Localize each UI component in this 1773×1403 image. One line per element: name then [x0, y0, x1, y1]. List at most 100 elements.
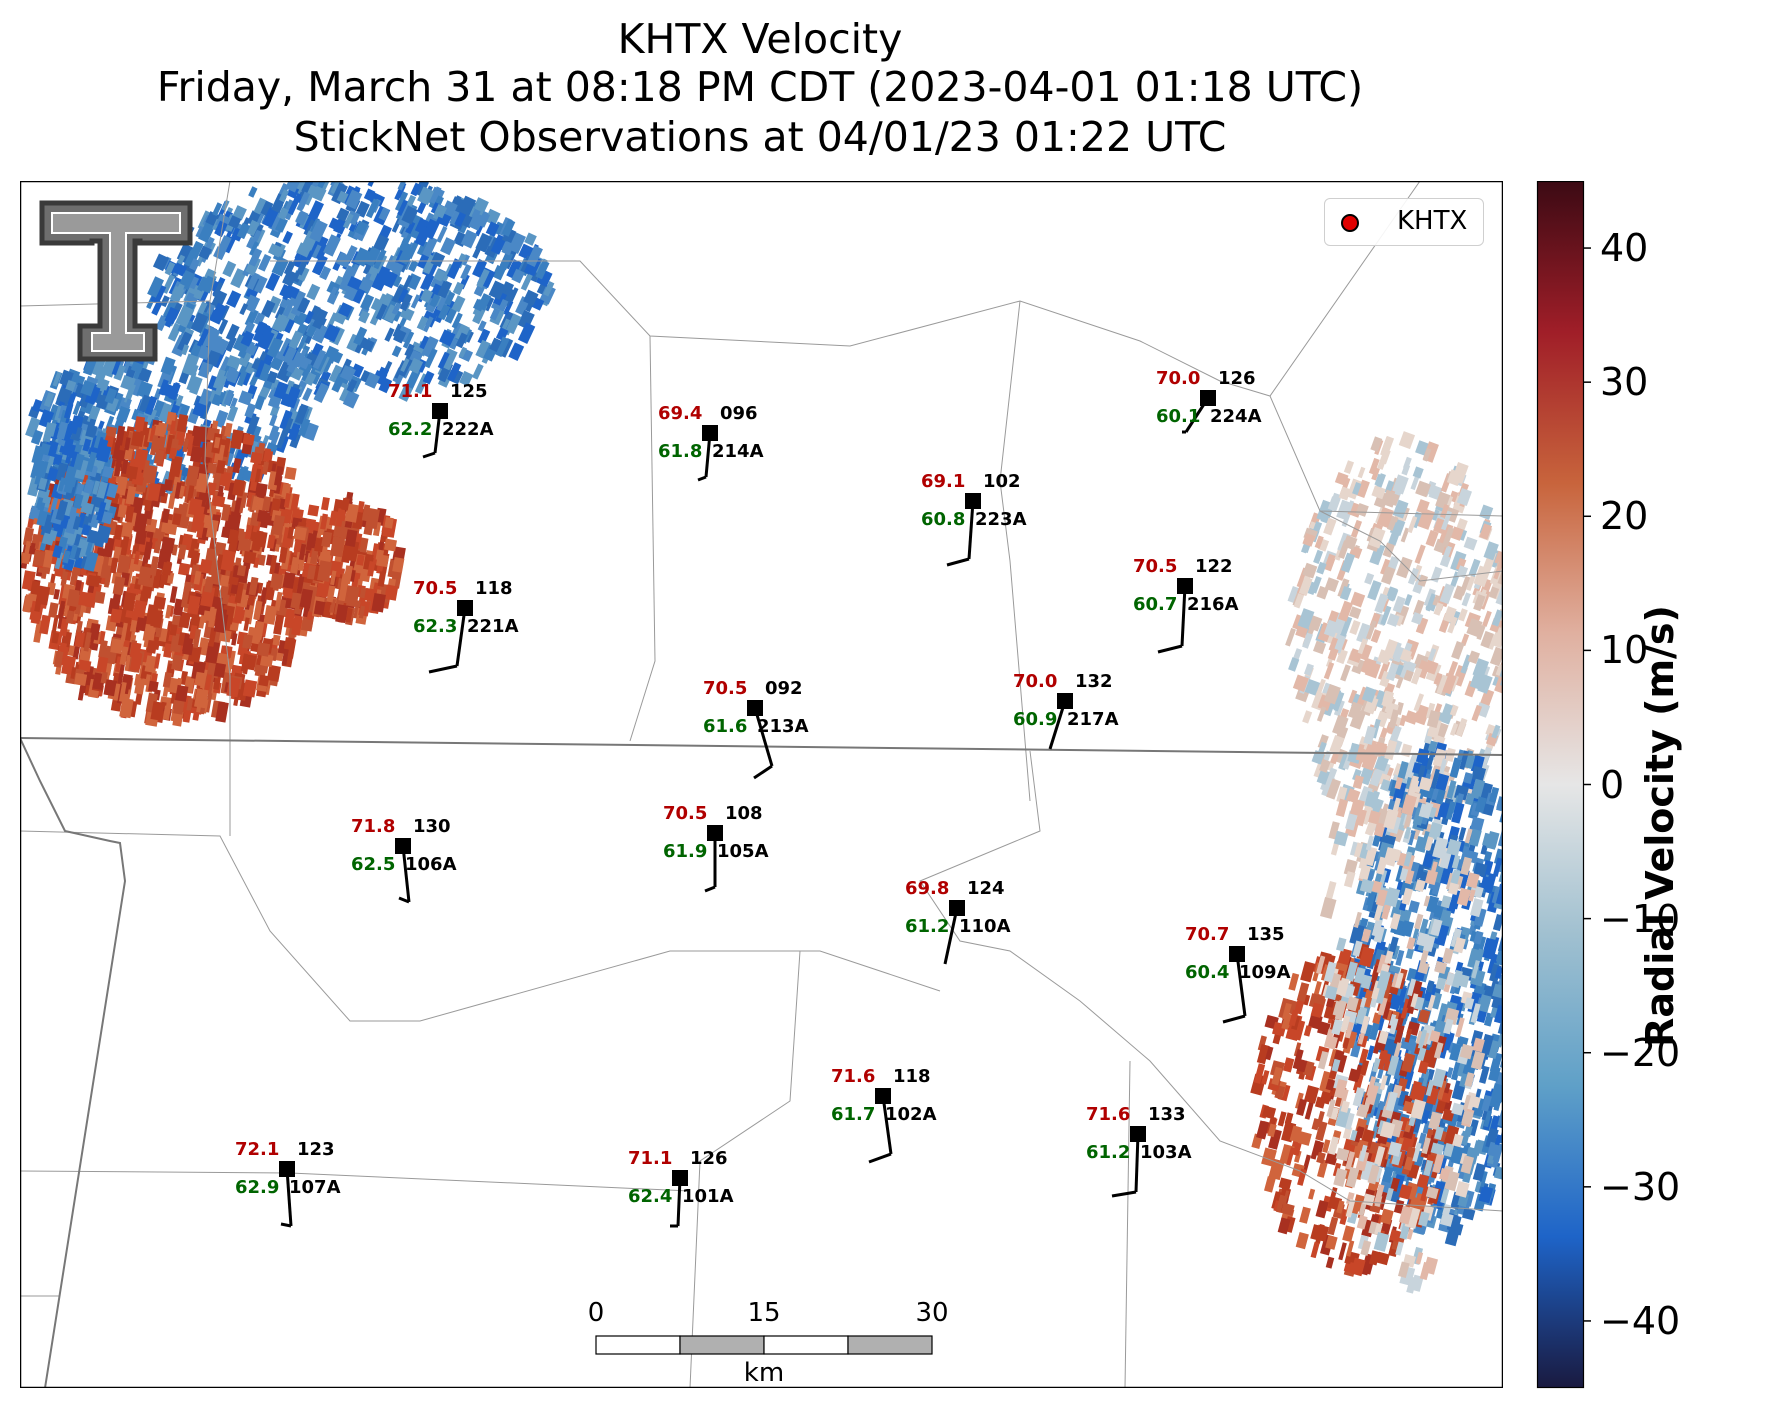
radar-gate	[444, 307, 458, 324]
map-legend: KHTX	[1324, 198, 1484, 246]
velocity-colorbar	[1536, 181, 1591, 1389]
radar-gate	[266, 370, 278, 384]
radar-gate	[505, 313, 522, 335]
station-dewpoint: 62.2	[388, 419, 432, 440]
radar-gate	[331, 372, 346, 393]
radar-gate	[1482, 610, 1492, 627]
colorbar-ticks	[1584, 247, 1591, 1322]
radar-gate	[384, 538, 397, 552]
sticknet-stations: 71.1 125 62.2 222A 69.4 096 61.8 214A 70.0 126 60.…	[235, 368, 1291, 1228]
station-214A: 69.4 096 61.8 214A	[658, 403, 764, 482]
station-221A: 70.5 118 62.3 221A	[413, 578, 519, 674]
radar-gate	[408, 357, 424, 374]
radar-gate	[342, 390, 360, 409]
station-id: 101A	[682, 1186, 734, 1207]
radar-gate	[270, 378, 280, 392]
radar-gate	[252, 274, 268, 294]
radar-gate	[1342, 1225, 1355, 1243]
station-103A: 71.6 133 61.2 103A	[1086, 1104, 1192, 1198]
station-dewpoint: 61.2	[905, 916, 949, 937]
station-dewpoint: 60.4	[1185, 962, 1229, 983]
radar-gate	[338, 302, 353, 318]
scale-bar	[595, 1335, 933, 1355]
radar-gate	[391, 302, 402, 316]
station-id: 102A	[885, 1104, 937, 1125]
scale-segment	[595, 1335, 681, 1355]
station-id: 105A	[717, 841, 769, 862]
radar-gate	[373, 249, 387, 270]
radar-gate	[293, 526, 308, 541]
radar-gate	[214, 220, 228, 237]
radar-gate	[354, 220, 369, 236]
radar-gate	[1463, 536, 1478, 551]
radar-gate	[451, 312, 463, 329]
wind-barb-flag	[280, 1222, 292, 1228]
radar-gate	[279, 189, 289, 203]
radar-gate	[72, 400, 82, 416]
wind-barb-staff	[1134, 1133, 1140, 1193]
station-marker	[279, 1161, 295, 1177]
radar-gate	[307, 504, 320, 517]
radar-gate	[244, 402, 257, 419]
radar-gate	[190, 312, 209, 334]
station-wind-direction: 124	[967, 878, 1005, 899]
radar-gate	[1313, 981, 1322, 996]
radar-gate	[399, 306, 415, 322]
radar-gate	[31, 399, 43, 413]
radar-gate	[189, 363, 199, 377]
radar-gate	[284, 386, 301, 409]
radar-gate	[1406, 936, 1416, 950]
radar-gate	[365, 198, 380, 219]
radar-gate	[242, 679, 258, 698]
radar-gate	[226, 290, 242, 308]
station-wind-direction: 108	[725, 803, 763, 824]
radar-gate	[440, 237, 456, 256]
colorbar-tick-label: −30	[1600, 1164, 1681, 1209]
station-temperature: 70.5	[663, 803, 707, 824]
radar-gate	[198, 220, 216, 243]
radar-gate	[184, 249, 198, 268]
radar-gate	[1403, 456, 1412, 470]
colorbar-tick-label: 30	[1600, 360, 1649, 405]
radar-gate	[394, 191, 409, 212]
radar-gate	[296, 334, 308, 353]
radar-gate	[160, 295, 170, 308]
radar-gate	[246, 219, 260, 237]
station-id: 110A	[959, 916, 1011, 937]
radar-gate	[501, 227, 517, 244]
radar-gate	[296, 242, 312, 258]
radar-gate	[360, 293, 375, 311]
radar-gate	[405, 273, 422, 291]
radar-gate	[404, 343, 415, 358]
station-marker	[707, 825, 723, 841]
radar-gate	[452, 281, 465, 296]
radar-gate	[493, 291, 508, 307]
radar-gate	[252, 321, 268, 343]
radar-gate	[375, 554, 389, 568]
radar-gate	[1315, 1200, 1329, 1219]
radar-gate	[472, 363, 484, 380]
radar-gate	[295, 210, 309, 226]
radar-gate	[236, 370, 248, 387]
radar-gate	[210, 289, 228, 310]
radar-gate	[437, 279, 453, 299]
radar-gate	[251, 358, 263, 371]
radar-gate	[417, 186, 435, 206]
radar-gate	[161, 383, 176, 399]
radar-gate	[391, 345, 402, 358]
radar-gate	[187, 275, 200, 290]
radar-gate	[258, 253, 272, 272]
radar-gate	[329, 349, 344, 364]
radar-gate	[230, 429, 244, 450]
radar-gate	[1368, 1250, 1380, 1266]
radar-gate	[311, 185, 327, 202]
radar-gate	[235, 466, 248, 484]
station-marker	[432, 403, 448, 419]
radar-gate	[222, 260, 237, 278]
scale-label-30: 30	[915, 1298, 949, 1328]
scale-label-0: 0	[587, 1298, 605, 1328]
radar-gate	[181, 344, 190, 356]
radar-gate	[260, 299, 276, 318]
radar-gate	[422, 370, 435, 385]
station-temperature: 70.5	[1133, 556, 1177, 577]
